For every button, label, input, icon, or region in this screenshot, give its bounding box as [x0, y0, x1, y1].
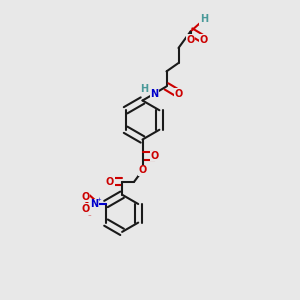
- Text: ⁻: ⁻: [88, 214, 92, 220]
- Text: O: O: [82, 203, 90, 214]
- Text: +: +: [96, 196, 101, 202]
- Text: H: H: [200, 14, 208, 25]
- Text: O: O: [174, 88, 183, 99]
- Text: O: O: [138, 165, 147, 176]
- Text: O: O: [106, 177, 114, 187]
- Text: N: N: [150, 88, 159, 99]
- Text: N: N: [90, 199, 98, 209]
- Text: O: O: [186, 34, 195, 45]
- Text: O: O: [150, 151, 159, 161]
- Text: H: H: [140, 84, 149, 94]
- Text: O: O: [82, 191, 90, 202]
- Text: O: O: [200, 34, 208, 45]
